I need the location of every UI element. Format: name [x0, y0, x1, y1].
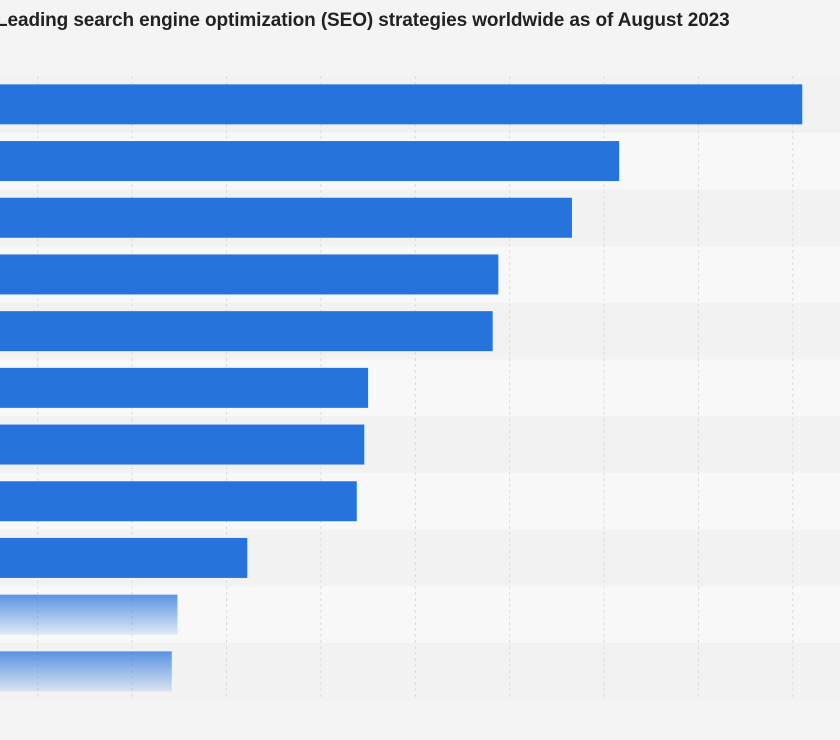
bar	[0, 84, 803, 125]
bar	[0, 141, 620, 182]
bar	[0, 197, 572, 238]
bar	[0, 367, 369, 408]
bar	[0, 537, 248, 578]
bar	[0, 481, 357, 522]
bar	[0, 254, 499, 295]
chart-title: Leading search engine optimization (SEO)…	[0, 10, 730, 31]
bar	[0, 311, 493, 352]
bar	[0, 651, 172, 692]
bar	[0, 424, 365, 465]
bar	[0, 594, 178, 635]
